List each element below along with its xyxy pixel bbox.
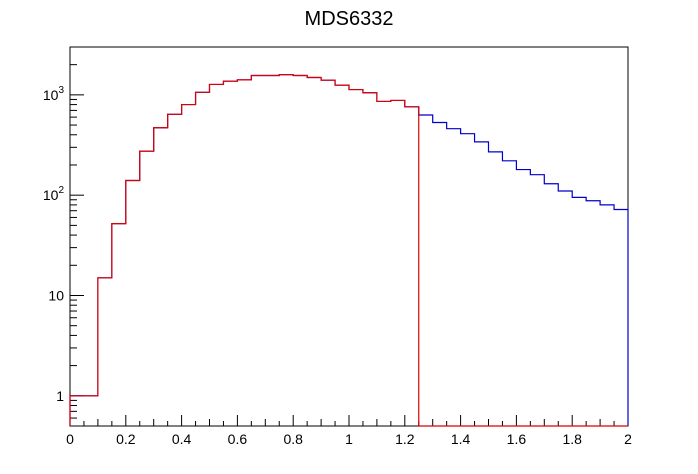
- x-tick-label: 1.6: [507, 431, 527, 447]
- x-tick-label: 0.4: [172, 431, 192, 447]
- series-layer: [69, 74, 629, 427]
- y-tick-label: 103: [43, 85, 65, 103]
- chart-title: MDS6332: [305, 8, 394, 30]
- y-tick-label: 1: [56, 388, 64, 404]
- x-tick-label: 0.2: [116, 431, 136, 447]
- tick-labels: 0 0.2 0.4 0.6 0.8 1 1.2 1.4 1.6 1.8 2 1 10 102 103: [43, 85, 632, 447]
- y-tick-label: 10: [48, 287, 64, 303]
- x-tick-label: 1.2: [395, 431, 415, 447]
- x-tick-label: 0.6: [228, 431, 248, 447]
- plot-frame: [69, 46, 629, 427]
- axis-ticks: [69, 46, 629, 427]
- x-tick-label: 1: [345, 431, 353, 447]
- x-tick-label: 2: [624, 431, 632, 447]
- x-tick-label: 0: [66, 431, 74, 447]
- x-tick-label: 1.8: [562, 431, 582, 447]
- y-tick-label: 102: [43, 185, 65, 203]
- histogram-series-red: [69, 74, 628, 427]
- x-tick-label: 0.8: [283, 431, 303, 447]
- x-tick-label: 1.4: [451, 431, 471, 447]
